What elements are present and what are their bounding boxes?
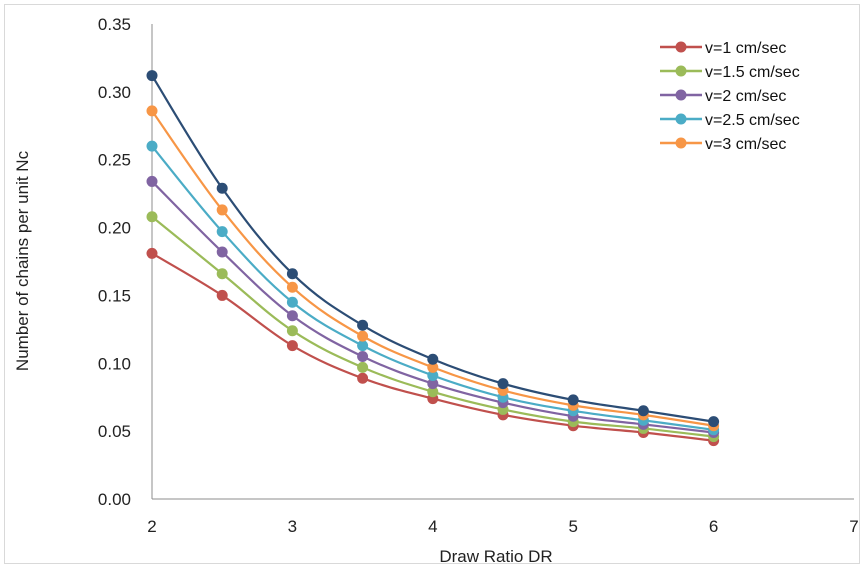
legend-swatch-marker (675, 41, 687, 53)
data-point (427, 378, 439, 390)
x-tick-label: 4 (428, 517, 437, 536)
legend-label: v=2 cm/sec (705, 88, 786, 105)
data-point (146, 211, 158, 223)
data-point (216, 246, 228, 258)
data-point (357, 351, 369, 362)
legend-label: v=1 cm/sec (705, 40, 786, 57)
axes (151, 24, 854, 500)
data-point (146, 140, 158, 152)
series-layer (146, 70, 720, 447)
data-point (146, 105, 158, 117)
x-tick-label: 3 (288, 517, 297, 536)
y-tick-label: 0.10 (98, 354, 131, 373)
data-point (146, 247, 158, 259)
y-tick-label: 0.25 (98, 151, 131, 170)
y-tick-label: 0.35 (98, 15, 131, 34)
data-point (216, 289, 228, 301)
data-point (286, 310, 298, 322)
data-point (286, 296, 298, 308)
legend-item: v=3 cm/sec (660, 136, 786, 153)
data-point (286, 281, 298, 293)
data-point (637, 405, 649, 417)
data-point (567, 394, 579, 406)
legend-item: v=2.5 cm/sec (660, 112, 800, 129)
data-point (357, 330, 369, 342)
x-tick-label: 2 (147, 517, 156, 536)
data-point (357, 319, 369, 331)
legend-swatch-marker (675, 113, 687, 125)
data-point (427, 386, 439, 398)
legend-item: v=1.5 cm/sec (660, 64, 800, 81)
series-6 (146, 70, 720, 428)
data-point (357, 340, 369, 352)
data-point (357, 361, 369, 373)
data-point (357, 372, 369, 384)
y-axis-title: Number of chains per unit Nc (13, 150, 32, 371)
series-line (151, 74, 714, 423)
x-tick-label: 6 (709, 517, 718, 536)
data-point (497, 378, 509, 390)
legend-item: v=1 cm/sec (660, 40, 786, 57)
legend-swatch-marker (675, 137, 687, 149)
y-tick-label: 0.00 (98, 490, 131, 509)
y-tick-label: 0.20 (98, 219, 131, 238)
data-point (216, 204, 228, 216)
legend-item: v=2 cm/sec (660, 88, 786, 105)
data-point (146, 70, 158, 82)
legend-swatch-marker (675, 65, 687, 77)
axis-ticks: 2 3 4 5 6 7 0.00 0.05 0.10 0.15 0.20 0.25 0.30 0.35 (98, 15, 859, 536)
data-point (146, 175, 158, 187)
data-point (427, 353, 439, 365)
y-tick-label: 0.15 (98, 286, 131, 305)
data-point (286, 268, 298, 280)
chart-frame (4, 4, 860, 564)
x-tick-label: 7 (849, 517, 858, 536)
series-1 (146, 247, 720, 447)
data-point (427, 361, 439, 373)
y-tick-label: 0.05 (98, 422, 131, 441)
data-point (216, 268, 228, 280)
data-point (286, 340, 298, 352)
legend-label: v=1.5 cm/sec (705, 64, 800, 81)
x-tick-label: 5 (568, 517, 577, 536)
legend-swatch-marker (675, 89, 687, 101)
data-point (216, 226, 228, 238)
x-axis-title: Draw Ratio DR (439, 547, 552, 566)
data-point (427, 370, 439, 381)
series-2 (146, 211, 720, 443)
series-line (151, 110, 714, 427)
data-point (708, 416, 720, 428)
legend-label: v=2.5 cm/sec (705, 112, 800, 129)
legend: v=1 cm/sec v=1.5 cm/sec v=2 cm/sec v=2.5 cm… (660, 40, 800, 153)
series-line (151, 145, 714, 431)
data-point (216, 182, 228, 194)
y-tick-label: 0.30 (98, 83, 131, 102)
data-point (286, 325, 298, 337)
legend-label: v=3 cm/sec (705, 136, 786, 153)
